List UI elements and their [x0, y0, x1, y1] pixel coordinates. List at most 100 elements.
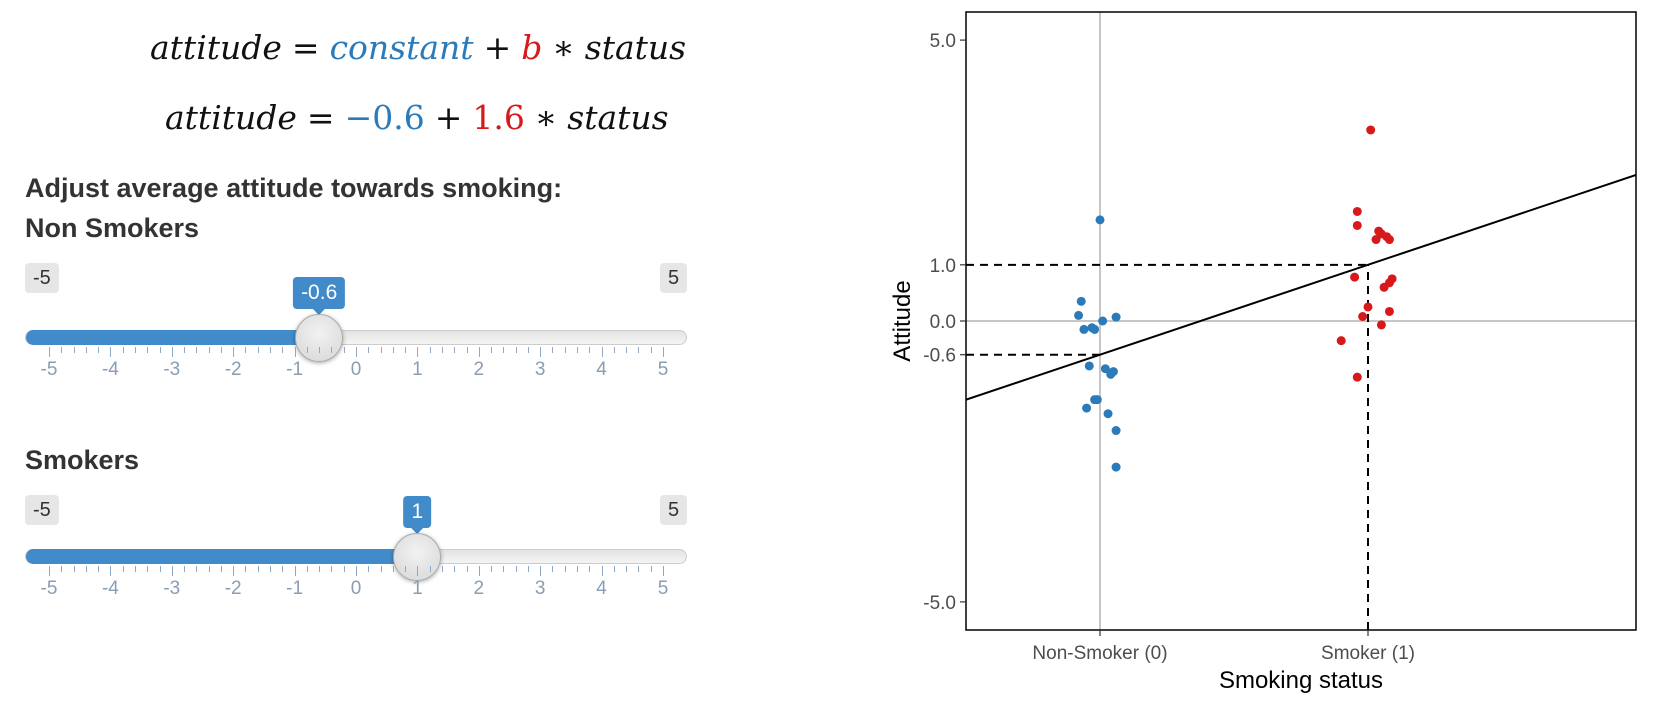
non-smoker-point [1103, 409, 1113, 419]
slider-fill [26, 330, 321, 345]
slider-tick [638, 566, 640, 572]
y-axis-label: Attitude [889, 280, 916, 361]
slider-value-bubble: 1 [403, 496, 432, 534]
smoker-point [1352, 372, 1362, 382]
smoker-point [1384, 235, 1394, 245]
slider-tick-label: 2 [473, 359, 485, 380]
slider-tick-label: -1 [286, 359, 304, 380]
slider-tick [540, 347, 542, 357]
non-smoker-point [1100, 364, 1110, 374]
slider-tick-label: -2 [224, 359, 242, 380]
slider-tick [73, 347, 75, 353]
slider-tick-label: 3 [534, 359, 546, 380]
slider-tick-label: 4 [596, 578, 607, 599]
slider-tick-label: 5 [657, 578, 669, 599]
slider-tick [319, 347, 321, 353]
x-axis-label: Smoking status [1219, 667, 1383, 694]
formula-symbolic: attitude = constant + b ∗ status [150, 28, 687, 67]
slider-tick [613, 347, 615, 353]
slider-tick [564, 566, 566, 572]
regression-line [966, 173, 1636, 401]
slider-tick [159, 347, 161, 353]
slider-tick [577, 566, 579, 572]
slider-tick-label: -3 [163, 359, 181, 380]
slider-tick [270, 347, 272, 353]
slider-tick-label: 2 [473, 578, 485, 599]
slider-tick [245, 347, 247, 353]
slider-tick-label: 5 [657, 359, 669, 380]
non-smoker-point [1079, 324, 1089, 334]
slider-tick [171, 566, 173, 576]
formula-slope-value: 1.6 [472, 98, 525, 137]
slider-tick [196, 347, 198, 353]
slider-tick [589, 347, 591, 353]
slider-tick [368, 566, 370, 572]
slider-tick [49, 566, 50, 576]
y-tick-label: 5.0 [930, 31, 956, 52]
non-smoker-point [1090, 395, 1100, 405]
slider-track-smokers[interactable] [25, 549, 687, 564]
slider-tick [503, 566, 505, 572]
formula-slope: b [521, 28, 543, 67]
slider-tick [405, 347, 407, 353]
slider-tick [282, 566, 284, 572]
slider-handle-non-smokers[interactable] [295, 314, 344, 362]
slider-tick [380, 566, 382, 572]
slider-tick [515, 566, 517, 572]
slider-tick-label: -4 [101, 359, 119, 380]
slider-tick [245, 566, 247, 572]
slider-tick [417, 347, 419, 357]
slider-tick [343, 347, 345, 353]
slider-tick-label: 4 [596, 359, 607, 380]
slider-tick [306, 566, 308, 572]
slider-tick [331, 347, 333, 353]
x-tick-label: Smoker (1) [1321, 643, 1415, 664]
slider-tick [356, 566, 357, 576]
slider-tick [515, 347, 517, 353]
slider-tick-label: 1 [412, 578, 423, 599]
slider-tick [589, 566, 591, 572]
slider-tick [122, 347, 124, 353]
formula-numeric: attitude = −0.6 +1.6 ∗ status [165, 98, 669, 137]
slider-tick [552, 347, 554, 353]
slider-tick-label: -3 [163, 578, 181, 599]
slider-tick [270, 566, 272, 572]
non-smoker-point [1084, 361, 1094, 371]
slider-tick [282, 347, 284, 353]
slider-tick [134, 347, 136, 353]
slider-label-non-smokers: Non Smokers [25, 213, 200, 243]
non-smoker-point [1076, 296, 1086, 306]
slider-tick [392, 347, 394, 353]
smoker-point [1350, 272, 1360, 282]
slider-tick [417, 566, 419, 576]
slider-tick [638, 347, 640, 353]
smoker-point [1352, 220, 1362, 230]
slider-value-bubble: -0.6 [293, 277, 346, 315]
y-tick-label: 0.0 [930, 312, 956, 333]
slider-tick [49, 347, 50, 357]
slider-tick-label: -5 [40, 578, 58, 599]
slider-min-label: -5 [25, 495, 59, 525]
slider-tick [294, 566, 296, 576]
slider-tick [527, 347, 529, 353]
slider-track-non-smokers[interactable] [25, 330, 687, 345]
smoker-point [1376, 320, 1386, 330]
slider-fill [26, 549, 419, 564]
y-tick-label: 1.0 [930, 256, 956, 277]
slider-tick [208, 347, 210, 353]
slider-tick [208, 566, 210, 572]
non-smoker-point [1098, 316, 1108, 326]
slider-tick [380, 347, 382, 353]
slider-tick [257, 347, 259, 353]
slider-tick [663, 566, 664, 576]
slider-tick [564, 347, 566, 353]
smoker-point [1352, 206, 1362, 216]
non-smoker-point [1090, 324, 1100, 334]
slider-tick [650, 347, 652, 353]
slider-tick [134, 566, 136, 572]
smoker-point [1363, 302, 1373, 312]
slider-tick [343, 566, 345, 572]
slider-min-label: -5 [25, 263, 59, 293]
slider-tick [552, 566, 554, 572]
